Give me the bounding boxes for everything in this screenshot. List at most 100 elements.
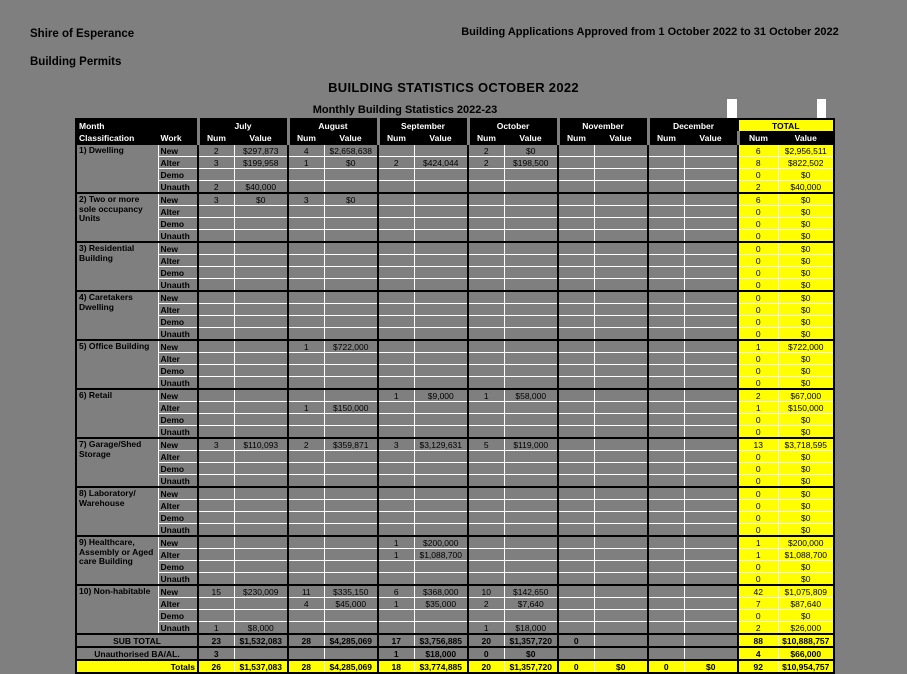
num-cell (557, 254, 595, 267)
work-label: Demo (157, 217, 199, 230)
value-cell (593, 486, 649, 500)
total-value-cell: $26,000 (777, 621, 835, 635)
total-num-cell: 0 (737, 217, 779, 230)
value-cell (683, 205, 739, 218)
work-label: Demo (157, 315, 199, 328)
num-cell (647, 560, 685, 573)
value-cell (323, 241, 379, 255)
value-cell: $3,129,631 (413, 437, 469, 451)
classification-header: Classification (75, 131, 159, 145)
total-num-cell: 0 (737, 499, 779, 512)
num-cell (557, 364, 595, 377)
value-cell (323, 535, 379, 549)
month-header-december: December (646, 118, 739, 132)
value-cell (593, 388, 649, 402)
value-cell (413, 352, 469, 365)
value-cell (413, 609, 469, 622)
value-cell (503, 462, 559, 475)
num-cell (197, 413, 235, 426)
total-value-cell: $0 (777, 474, 835, 488)
value-cell (233, 597, 289, 610)
num-cell (647, 584, 685, 598)
total-value-cell: $66,000 (777, 646, 835, 661)
value-cell (413, 364, 469, 377)
value-cell (593, 609, 649, 622)
value-cell (323, 499, 379, 512)
value-cell (413, 168, 469, 181)
num-cell (557, 584, 595, 598)
total-num-cell: 1 (737, 548, 779, 561)
num-cell (647, 388, 685, 402)
total-value-cell: $0 (777, 290, 835, 304)
total-num-cell: 0 (737, 511, 779, 524)
value-cell (503, 548, 559, 561)
value-cell (323, 388, 379, 402)
num-cell (197, 499, 235, 512)
value-cell (413, 486, 469, 500)
value-cell (233, 474, 289, 488)
num-cell (647, 401, 685, 414)
value-cell: $722,000 (323, 339, 379, 353)
num-cell (287, 474, 325, 488)
total-value-cell: $0 (777, 315, 835, 328)
num-cell (557, 266, 595, 279)
num-cell (647, 168, 685, 181)
value-cell (233, 241, 289, 255)
num-header: Num (196, 131, 235, 145)
num-cell (377, 229, 415, 243)
value-cell (503, 401, 559, 414)
work-label: Alter (157, 303, 199, 316)
total-value-cell: $87,640 (777, 597, 835, 610)
value-cell (233, 364, 289, 377)
num-cell (377, 413, 415, 426)
month-header-october: October (466, 118, 559, 132)
value-cell (413, 266, 469, 279)
value-cell (233, 205, 289, 218)
work-label: Alter (157, 401, 199, 414)
num-cell: 1 (287, 339, 325, 353)
value-cell (683, 609, 739, 622)
value-cell (323, 548, 379, 561)
value-cell (413, 315, 469, 328)
classification-label: 10) Non-habitable (75, 584, 159, 635)
value-cell (233, 303, 289, 316)
num-cell (647, 511, 685, 524)
value-cell (593, 217, 649, 230)
num-cell (377, 241, 415, 255)
value-cell: $150,000 (323, 401, 379, 414)
num-cell (197, 290, 235, 304)
value-cell (413, 192, 469, 206)
num-cell (197, 254, 235, 267)
num-cell (287, 560, 325, 573)
work-label: Demo (157, 266, 199, 279)
total-num-cell: 0 (737, 278, 779, 292)
value-cell (413, 560, 469, 573)
work-label: Demo (157, 168, 199, 181)
value-cell (323, 327, 379, 341)
num-cell (197, 597, 235, 610)
value-cell (503, 303, 559, 316)
total-value-cell: $0 (777, 462, 835, 475)
num-cell (467, 303, 505, 316)
num-cell (647, 229, 685, 243)
num-cell (287, 364, 325, 377)
total-num-cell: 7 (737, 597, 779, 610)
value-cell (413, 327, 469, 341)
total-value-cell: $0 (777, 217, 835, 230)
value-cell (683, 450, 739, 463)
value-cell (413, 229, 469, 243)
num-cell: 2 (467, 156, 505, 169)
num-cell (647, 315, 685, 328)
num-cell (647, 156, 685, 169)
value-cell (683, 401, 739, 414)
num-cell (377, 352, 415, 365)
value-cell (233, 572, 289, 586)
value-cell (593, 474, 649, 488)
num-cell (467, 511, 505, 524)
approval-note: Building Applications Approved from 1 Oc… (461, 26, 839, 38)
value-cell (233, 339, 289, 353)
total-value-cell: $40,000 (777, 180, 835, 194)
work-label: Unauth (157, 621, 199, 635)
value-cell (323, 486, 379, 500)
num-cell (647, 364, 685, 377)
